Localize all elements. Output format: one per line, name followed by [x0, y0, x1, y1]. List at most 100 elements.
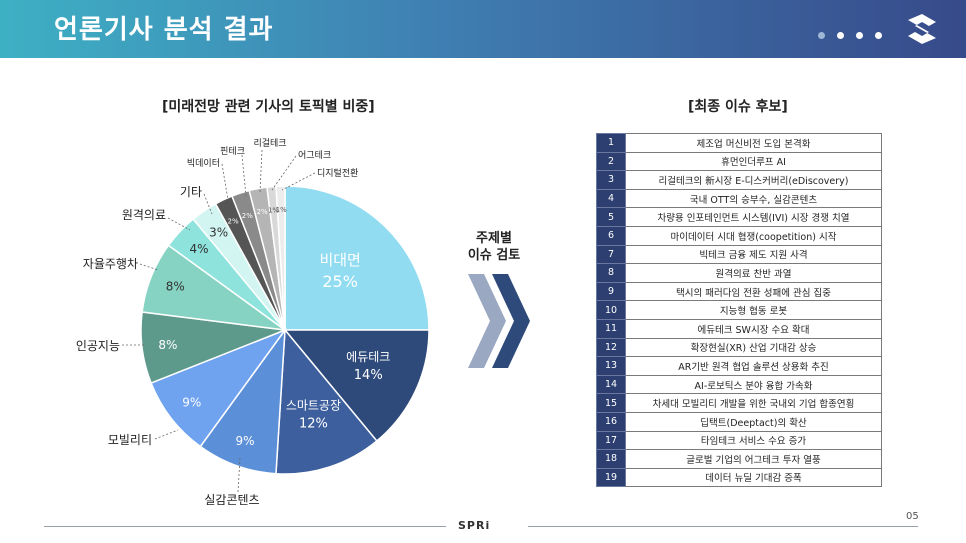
leader-line [221, 163, 229, 201]
footer-divider-left [44, 526, 446, 527]
issue-number: 4 [596, 188, 626, 209]
chevron-arrows-icon [468, 274, 530, 368]
arrow-caption: 주제별 이슈 검토 [458, 230, 530, 264]
issue-row: 4 국내 OTT의 승부수, 실감콘텐츠 [596, 188, 882, 209]
slice-category-label: 에듀테크 [346, 350, 390, 364]
issue-text: 차세대 모빌리티 개발을 위한 국내외 기업 합종연횡 [625, 393, 882, 413]
leader-line [237, 457, 241, 493]
slice-value-label: 9% [182, 395, 201, 409]
slice-value-label: 8% [158, 338, 177, 352]
issue-number: 17 [596, 430, 626, 451]
arrow-caption-line2: 이슈 검토 [467, 248, 521, 263]
issue-number: 5 [596, 207, 626, 227]
spri-logo-icon [908, 14, 936, 44]
issue-text: 확장현실(XR) 산업 기대감 상승 [625, 337, 882, 358]
issue-row: 17 타임테크 서비스 수요 증가 [596, 430, 882, 451]
issue-text: 택시의 패러다임 전환 성패에 관심 집중 [625, 281, 882, 302]
pie-slice [150, 328, 288, 448]
slice-value-label: 1% [276, 206, 287, 214]
issue-number: 11 [596, 318, 626, 339]
slice-category-label: 디지털전환 [317, 167, 358, 179]
issue-number: 19 [596, 467, 626, 488]
slice-value-label: 9% [236, 434, 255, 448]
issue-number: 16 [596, 411, 626, 432]
issue-number: 14 [596, 374, 626, 395]
issue-row: 7 빅테크 금융 제도 지원 사격 [596, 244, 882, 265]
slice-category-label: 실감콘텐츠 [204, 493, 259, 507]
leader-line [167, 217, 191, 231]
issue-text: 에듀테크 SW시장 수요 확대 [625, 318, 882, 339]
slice-value-label: 8% [166, 280, 185, 294]
slice-value-label: 14% [354, 368, 383, 383]
leader-line [203, 193, 213, 215]
pie-slice [275, 185, 286, 331]
pie-slice [275, 328, 378, 475]
issue-text: 데이터 뉴딜 기대감 증폭 [625, 467, 882, 488]
slice-value-label: 12% [299, 416, 328, 431]
slice-category-label: 리걸테크 [253, 138, 286, 149]
issue-row: 15 차세대 모빌리티 개발을 위한 국내외 기업 합종연횡 [596, 393, 882, 413]
issue-number: 8 [596, 263, 626, 283]
issues-title: [최종 이슈 후보] [688, 99, 788, 115]
issue-text: 휴먼인더루프 AI [625, 151, 882, 172]
issue-text: 제조업 머신비전 도입 본격화 [625, 133, 882, 153]
slice-value-label: 2% [257, 208, 268, 216]
slice-category-label: 모빌리티 [108, 433, 152, 447]
slice-value-label: 1% [268, 207, 279, 215]
issue-number: 1 [596, 133, 626, 153]
issue-number: 13 [596, 356, 626, 376]
issue-text: 차량용 인포테인먼트 시스템(IVI) 시장 경쟁 치열 [625, 207, 882, 227]
slice-category-label: 핀테크 [220, 146, 245, 157]
issue-number: 2 [596, 151, 626, 172]
slice-category-label: 기타 [180, 185, 202, 199]
issue-text: 타임테크 서비스 수요 증가 [625, 430, 882, 451]
issue-row: 8 원격의료 찬반 과열 [596, 263, 882, 283]
arrow-caption-line1: 주제별 [476, 231, 512, 246]
issues-table: 1 제조업 머신비전 도입 본격화 2 휴먼인더루프 AI 3 리걸테크의 新시장 E-디… [596, 133, 882, 488]
slice-category-label: 비대면 [319, 251, 360, 269]
issue-text: 딥택트(Deeptact)의 확산 [625, 411, 882, 432]
issue-number: 18 [596, 449, 626, 469]
header-bar: 언론기사 분석 결과 [0, 0, 966, 58]
issue-text: AI-로보틱스 분야 융합 가속화 [625, 374, 882, 395]
issue-row: 16 딥택트(Deeptact)의 확산 [596, 411, 882, 432]
slice-value-label: 25% [322, 272, 358, 291]
issue-text: 글로벌 기업의 어그테크 투자 열풍 [625, 449, 882, 469]
slice-value-label: 4% [189, 242, 208, 256]
issue-text: 지능형 협동 로봇 [625, 300, 882, 320]
leader-line [241, 154, 247, 197]
issue-number: 15 [596, 393, 626, 413]
issue-text: 국내 OTT의 승부수, 실감콘텐츠 [625, 188, 882, 209]
slice-category-label: 스마트공장 [286, 398, 341, 412]
footer-divider-right [528, 526, 918, 527]
issue-number: 3 [596, 170, 626, 190]
pie-slice [283, 329, 430, 443]
issue-number: 9 [596, 281, 626, 302]
leader-line [259, 149, 263, 193]
issue-row: 10 지능형 협동 로봇 [596, 300, 882, 320]
slice-category-label: 자율주행차 [83, 256, 138, 271]
issue-row: 1 제조업 머신비전 도입 본격화 [596, 133, 882, 153]
leader-line [139, 263, 159, 271]
issue-text: AR기반 원격 협업 솔루션 상용화 추진 [625, 356, 882, 376]
issue-row: 14 AI-로보틱스 분야 융합 가속화 [596, 374, 882, 395]
slide-dots [818, 24, 894, 43]
issue-text: 빅테크 금융 제도 지원 사격 [625, 244, 882, 265]
issue-number: 10 [596, 300, 626, 320]
slice-category-label: 어그테크 [298, 150, 331, 161]
pie-slice [199, 327, 286, 475]
page-number: 05 [906, 511, 919, 522]
leader-line [271, 155, 297, 191]
issue-text: 리걸테크의 新시장 E-디스커버리(eDiscovery) [625, 170, 882, 190]
slice-value-label: 3% [209, 225, 228, 239]
slice-value-label: 2% [242, 212, 253, 220]
chart-title: [미래전망 관련 기사의 토픽별 비중] [162, 99, 375, 115]
issue-number: 12 [596, 337, 626, 358]
issue-row: 3 리걸테크의 新시장 E-디스커버리(eDiscovery) [596, 170, 882, 190]
pie-slice [284, 185, 430, 331]
issue-row: 19 데이터 뉴딜 기대감 증폭 [596, 467, 882, 488]
issue-row: 11 에듀테크 SW시장 수요 확대 [596, 318, 882, 339]
issue-row: 12 확장현실(XR) 산업 기대감 상승 [596, 337, 882, 358]
issue-text: 원격의료 찬반 과열 [625, 263, 882, 283]
issue-row: 9 택시의 패러다임 전환 성패에 관심 집중 [596, 281, 882, 302]
